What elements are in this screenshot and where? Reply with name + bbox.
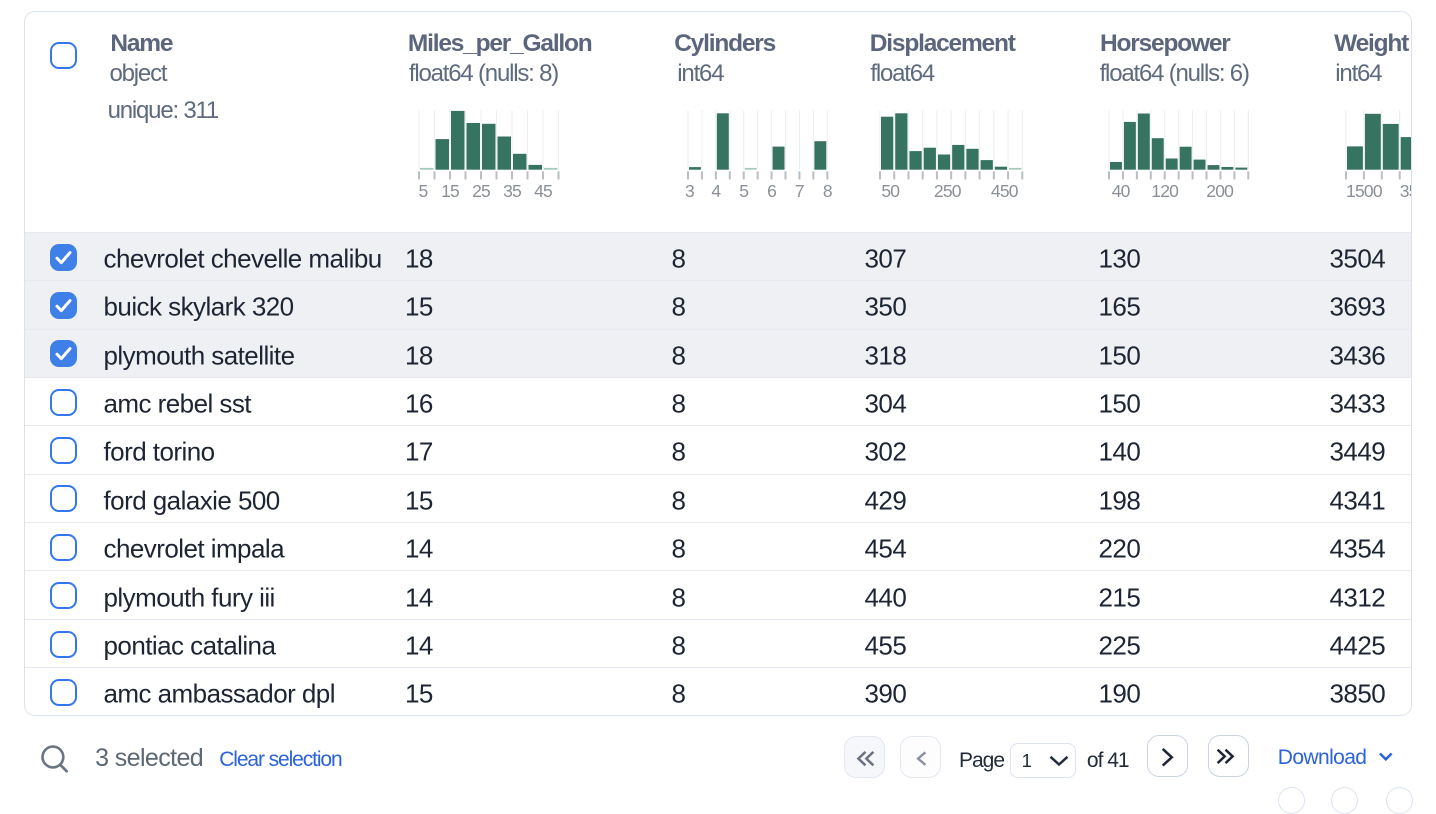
svg-text:4: 4 xyxy=(711,181,721,201)
svg-text:3500: 3500 xyxy=(1399,181,1412,201)
svg-text:450: 450 xyxy=(991,181,1019,201)
svg-text:120: 120 xyxy=(1152,181,1180,201)
svg-text:250: 250 xyxy=(934,181,962,201)
svg-text:200: 200 xyxy=(1207,181,1235,201)
svg-text:35: 35 xyxy=(503,181,521,201)
svg-text:40: 40 xyxy=(1112,181,1131,201)
svg-text:8: 8 xyxy=(822,181,831,201)
svg-text:5: 5 xyxy=(739,181,748,201)
svg-text:25: 25 xyxy=(472,181,490,201)
svg-text:3: 3 xyxy=(685,181,694,201)
svg-text:7: 7 xyxy=(794,181,803,201)
svg-text:6: 6 xyxy=(767,181,776,201)
svg-text:50: 50 xyxy=(882,181,901,201)
svg-text:1500: 1500 xyxy=(1346,181,1383,201)
svg-text:5: 5 xyxy=(418,181,427,201)
svg-text:45: 45 xyxy=(534,181,552,201)
svg-text:15: 15 xyxy=(441,181,459,201)
